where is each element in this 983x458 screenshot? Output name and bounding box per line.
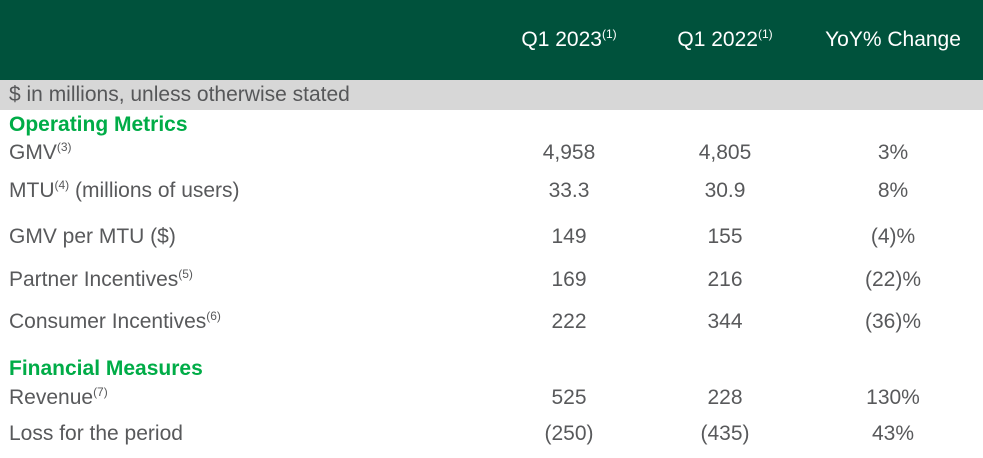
column-header-q1-2022: Q1 2022(1) <box>647 28 803 52</box>
value-q1-2022: 4,805 <box>698 141 752 164</box>
column-header-label: YoY% Change <box>825 28 961 51</box>
column-header-q1-2023: Q1 2023(1) <box>491 28 647 52</box>
row-label: Loss for the period <box>0 422 491 446</box>
value-yoy-change: 3% <box>877 141 909 164</box>
value-q1-2023: 525 <box>551 386 587 409</box>
row-label-text: Partner Incentives <box>9 268 179 291</box>
table-row-revenue: Revenue(7) 525 228 130% <box>0 385 983 411</box>
row-label: GMV per MTU ($) <box>0 225 491 249</box>
row-label-text: GMV <box>9 141 57 164</box>
row-label: Consumer Incentives(6) <box>0 310 491 334</box>
column-header-label: Q1 2023 <box>521 28 602 51</box>
value-yoy-change: 43% <box>871 422 915 445</box>
units-note-band: $ in millions, unless otherwise stated <box>0 80 983 110</box>
value-q1-2022: 155 <box>707 225 743 248</box>
value-q1-2023: 4,958 <box>542 141 596 164</box>
table-row-partner-incentives: Partner Incentives(5) 169 216 (22)% <box>0 267 983 293</box>
value-q1-2023: 222 <box>551 310 587 333</box>
units-note-text: $ in millions, unless otherwise stated <box>9 83 350 106</box>
value-yoy-change: (22)% <box>864 268 922 291</box>
value-q1-2022: 228 <box>707 386 743 409</box>
value-q1-2022: 344 <box>707 310 743 333</box>
footnote-marker: (6) <box>206 309 221 323</box>
footnote-marker: (5) <box>178 267 193 281</box>
table-row-loss-for-the-period: Loss for the period (250) (435) 43% <box>0 421 983 447</box>
table-row-gmv: GMV(3) 4,958 4,805 3% <box>0 140 983 166</box>
value-yoy-change: 130% <box>866 386 920 409</box>
value-q1-2023: 169 <box>551 268 587 291</box>
value-yoy-change: (4)% <box>870 225 916 248</box>
row-label-suffix: (millions of users) <box>69 179 240 202</box>
value-q1-2023: 149 <box>551 225 587 248</box>
row-label: Partner Incentives(5) <box>0 268 491 292</box>
row-label: MTU(4) (millions of users) <box>0 179 491 203</box>
row-label-text: Revenue <box>9 386 94 409</box>
value-q1-2023: 33.3 <box>548 179 590 202</box>
row-label-text: MTU <box>9 179 55 202</box>
column-header-label: Q1 2022 <box>677 28 758 51</box>
footnote-marker: (7) <box>93 385 108 399</box>
footnote-marker: (1) <box>601 27 617 41</box>
value-q1-2023: (250) <box>544 422 594 445</box>
section-title-financial-measures: Financial Measures <box>9 357 203 380</box>
table-row-mtu: MTU(4) (millions of users) 33.3 30.9 8% <box>0 178 983 204</box>
table-row-gmv-per-mtu: GMV per MTU ($) 149 155 (4)% <box>0 224 983 250</box>
row-label: Revenue(7) <box>0 386 491 410</box>
footnote-marker: (1) <box>757 27 773 41</box>
row-label-text: GMV per MTU ($) <box>9 225 176 248</box>
row-label-text: Loss for the period <box>9 422 183 445</box>
value-q1-2022: (435) <box>700 422 750 445</box>
row-label: GMV(3) <box>0 141 491 165</box>
value-yoy-change: (36)% <box>864 310 922 333</box>
column-header-yoy-change: YoY% Change <box>803 28 983 52</box>
table-header-band: Q1 2023(1) Q1 2022(1) YoY% Change <box>0 0 983 80</box>
footnote-marker: (3) <box>56 140 72 154</box>
footnote-marker: (4) <box>54 178 70 192</box>
value-yoy-change: 8% <box>877 179 909 202</box>
row-label-text: Consumer Incentives <box>9 310 207 333</box>
value-q1-2022: 216 <box>707 268 743 291</box>
value-q1-2022: 30.9 <box>704 179 746 202</box>
section-title-operating-metrics: Operating Metrics <box>9 113 188 136</box>
table-row-consumer-incentives: Consumer Incentives(6) 222 344 (36)% <box>0 309 983 335</box>
